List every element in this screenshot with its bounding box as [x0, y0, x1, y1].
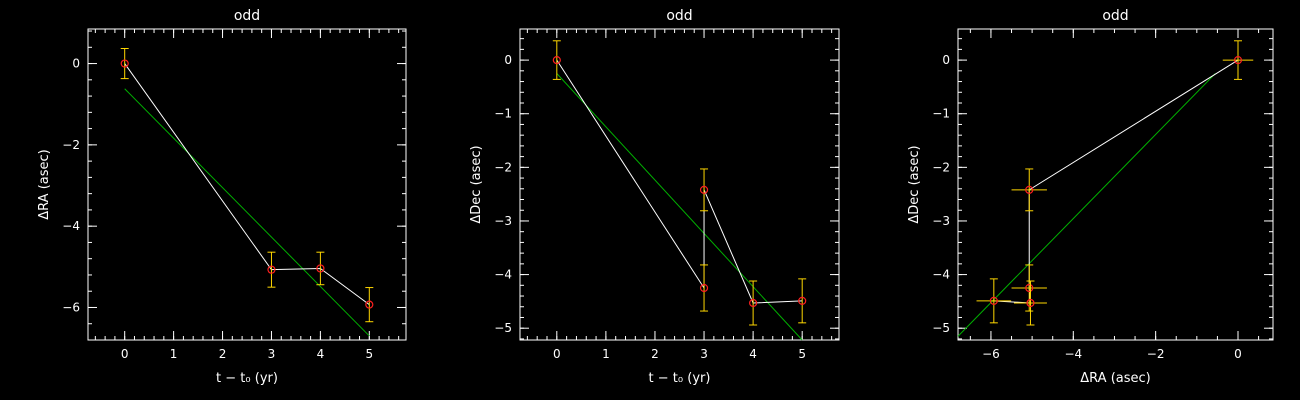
y-tick-label: −3	[494, 214, 512, 228]
x-tick-label: 4	[317, 347, 325, 361]
y-tick-label: 0	[942, 53, 950, 67]
y-axis-label: ΔRA (asec)	[37, 149, 52, 219]
data-path	[124, 63, 370, 306]
x-tick-label: 4	[749, 347, 757, 361]
y-tick-label: −3	[932, 214, 950, 228]
fit-line	[124, 88, 370, 337]
data-point	[699, 283, 709, 293]
y-tick-label: −1	[932, 107, 950, 121]
data-point	[989, 296, 998, 305]
x-tick-label: −4	[1064, 347, 1082, 361]
y-tick-label: −2	[62, 138, 80, 152]
x-tick-label: 1	[170, 347, 178, 361]
chart-title: odd	[1102, 8, 1128, 24]
data-path	[556, 59, 803, 304]
x-tick-label: −2	[1147, 347, 1165, 361]
plot-frame	[957, 28, 1274, 341]
x-tick-label: 0	[553, 347, 561, 361]
y-tick-label: 0	[72, 57, 80, 71]
data-point	[749, 298, 758, 308]
y-tick-label: −2	[932, 160, 950, 174]
y-axis-label: ΔDec (asec)	[469, 145, 484, 223]
x-tick-label: −6	[982, 347, 1000, 361]
data-point	[552, 55, 561, 65]
y-tick-label: −4	[494, 268, 512, 282]
data-point	[120, 59, 129, 68]
x-tick-label: 1	[602, 347, 610, 361]
chart-title: odd	[234, 8, 260, 24]
data-point	[1025, 283, 1034, 293]
x-tick-label: 0	[121, 347, 129, 361]
x-axis-label: t − t₀ (yr)	[649, 371, 711, 386]
data-point	[365, 300, 374, 309]
chart-panel-3: −6 −4 −2 0 0 −1 −2 −3 −4 −5 odd ΔRA (asec) ΔDec (ase…	[907, 8, 1274, 386]
x-tick-label: 0	[1234, 347, 1242, 361]
chart-panel-1: 0 1 2 3 4 5 0 −2 −4 −6 odd t − t₀ (yr) ΔRA (asec)	[37, 8, 407, 386]
x-tick-label: 2	[651, 347, 659, 361]
x-tick-label: 5	[798, 347, 806, 361]
data-point	[316, 264, 325, 273]
plot-frame	[87, 28, 407, 341]
x-axis-label: ΔRA (asec)	[1080, 371, 1150, 386]
fit-line	[957, 73, 1216, 337]
x-tick-label: 3	[268, 347, 276, 361]
fit-line	[556, 73, 803, 341]
y-tick-label: −4	[932, 268, 950, 282]
chart-title: odd	[666, 8, 692, 24]
x-axis-label: t − t₀ (yr)	[216, 371, 278, 386]
x-tick-label: 3	[700, 347, 708, 361]
y-tick-label: −4	[62, 219, 80, 233]
y-axis-label: ΔDec (asec)	[907, 145, 922, 223]
y-tick-label: −5	[494, 321, 512, 335]
data-path	[993, 59, 1239, 304]
data-point	[699, 185, 709, 194]
data-point	[1026, 298, 1035, 308]
data-point	[1025, 185, 1034, 194]
x-tick-label: 5	[365, 347, 373, 361]
y-tick-label: −2	[494, 160, 512, 174]
y-tick-label: −6	[62, 300, 80, 314]
plot-frame	[519, 28, 840, 341]
y-tick-label: 0	[504, 53, 512, 67]
data-point	[798, 296, 807, 305]
x-tick-label: 2	[219, 347, 227, 361]
chart-panel-2: 0 1 2 3 4 5 0 −1 −2 −3 −4 −5 odd t − t₀ (yr) ΔDec (ase…	[469, 8, 840, 386]
y-tick-label: −1	[494, 107, 512, 121]
data-point	[1233, 55, 1243, 65]
y-tick-label: −5	[932, 321, 950, 335]
data-point	[267, 265, 276, 274]
